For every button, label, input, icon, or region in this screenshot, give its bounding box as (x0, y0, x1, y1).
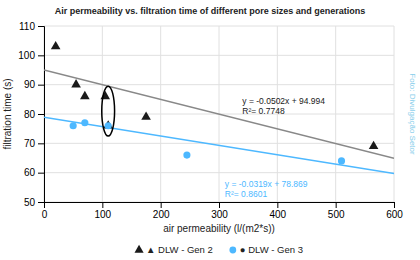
point (141, 111, 151, 119)
chart: 0 100 200 300 400 500 600 50 60 70 80 90 100 110 y = -… (0, 0, 420, 260)
tick-label: 110 (19, 21, 35, 32)
tick: 80 (24, 109, 44, 120)
point (51, 41, 61, 49)
legend-item: ▲ DLW - Gen 2 (134, 244, 212, 255)
tick: 300 (211, 202, 228, 220)
tick-label: 200 (153, 209, 170, 220)
point (70, 122, 77, 129)
legend-symbol (134, 245, 143, 253)
tick-mark (38, 26, 44, 27)
tick-mark (394, 202, 395, 208)
point (80, 91, 90, 99)
tick: 70 (24, 138, 44, 149)
tick-label: 600 (386, 209, 403, 220)
title: Air permeability vs. filtration time of … (55, 6, 366, 16)
annotations: y = -0.0502x + 94.994R²= 0.7748 y = -0.03… (225, 96, 325, 198)
tick-mark (38, 143, 44, 144)
tick-mark (38, 114, 44, 115)
tick: 100 (94, 202, 111, 220)
point (81, 119, 88, 126)
y-axis: 50 60 70 80 90 100 110 (18, 21, 44, 208)
tick: 0 (42, 202, 48, 220)
point (71, 79, 81, 87)
tick-label: 0 (42, 209, 48, 220)
marks (44, 41, 394, 173)
tick-label: 90 (24, 79, 36, 90)
grid-line-x (160, 26, 161, 202)
point (100, 91, 110, 99)
point (105, 122, 112, 129)
annotation: y = -0.0502x + 94.994 (242, 96, 325, 106)
tick: 200 (153, 202, 170, 220)
tick-mark (38, 173, 44, 174)
tick: 50 (24, 197, 44, 208)
tick-label: 300 (211, 209, 228, 220)
tick-mark (161, 202, 162, 208)
tick-mark (38, 202, 44, 203)
trendline (44, 117, 394, 173)
annotation: R²= 0.8601 (225, 189, 268, 199)
grid-line-x (335, 26, 336, 202)
tick: 60 (24, 167, 44, 178)
highlight-ellipse (102, 86, 115, 136)
tick-mark (38, 55, 44, 56)
grid (44, 26, 394, 202)
tick-label: 70 (24, 138, 36, 149)
legend-label: ● DLW - Gen 3 (240, 244, 303, 255)
tick: 500 (328, 202, 345, 220)
tick-mark (38, 85, 44, 86)
tick-label: 500 (328, 209, 345, 220)
tick: 90 (24, 79, 44, 90)
tick-mark (219, 202, 220, 208)
tick-label: 80 (24, 109, 36, 120)
tick-mark (277, 202, 278, 208)
tick-mark (102, 202, 103, 208)
point (338, 157, 345, 164)
y-axis-title: filtration time (s) (2, 78, 13, 149)
tick-label: 50 (24, 197, 36, 208)
legend-symbol (229, 247, 236, 254)
legend-label: ▲ DLW - Gen 2 (146, 244, 213, 255)
grid-line-x (394, 26, 395, 202)
legend: ▲ DLW - Gen 2 ● DLW - Gen 3 (134, 244, 302, 255)
axis-line (38, 27, 45, 203)
axis-line (45, 203, 395, 209)
point (369, 141, 379, 149)
tick-mark (336, 202, 337, 208)
plot: 0 100 200 300 400 500 600 50 60 70 80 90 100 110 y = -… (18, 21, 403, 220)
tick-label: 400 (269, 209, 286, 220)
x-axis-title: air permeability (l/(m2*s)) (163, 223, 275, 234)
legend-item: ● DLW - Gen 3 (229, 244, 302, 255)
tick: 600 (386, 202, 403, 220)
annotation: y = -0.0319x + 78.869 (225, 179, 308, 189)
point (183, 151, 190, 158)
tick-label: 60 (24, 167, 36, 178)
tick-label: 100 (18, 50, 35, 61)
tick-label: 100 (94, 209, 111, 220)
point (103, 120, 113, 128)
tick: 110 (19, 21, 44, 32)
x-axis: 0 100 200 300 400 500 600 (42, 202, 404, 220)
watermark: Foto: Divulgação Setor (408, 73, 417, 155)
tick: 400 (269, 202, 286, 220)
annotation: R²= 0.7748 (242, 106, 285, 116)
tick: 100 (18, 50, 44, 61)
